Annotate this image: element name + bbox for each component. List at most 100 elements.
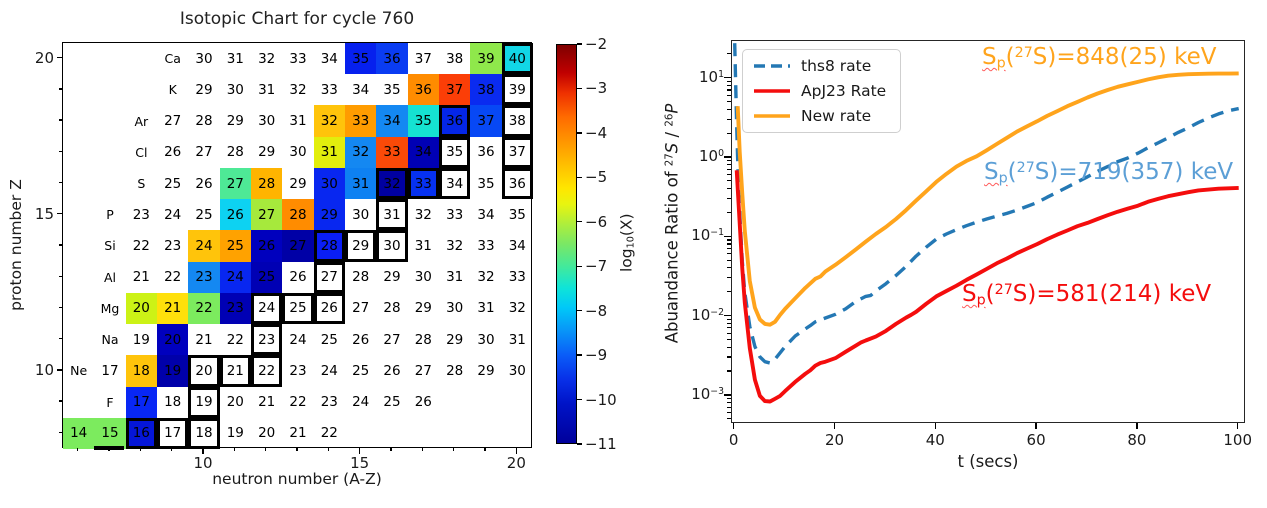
isotopic-chart-title: Isotopic Chart for cycle 760 bbox=[179, 9, 415, 29]
y-minor-tick bbox=[727, 332, 731, 334]
isotope-cell: 29 bbox=[383, 269, 401, 286]
y-minor-tick bbox=[727, 397, 731, 400]
y-minor-tick bbox=[727, 401, 731, 404]
isotope-cell: 33 bbox=[376, 136, 408, 168]
isotope-cell: 27 bbox=[352, 300, 370, 317]
colorbar-tick bbox=[577, 176, 582, 179]
isotope-cell: 17 bbox=[101, 362, 119, 379]
isotope-cell: 22 bbox=[251, 355, 282, 386]
isotope-cell: 16 bbox=[125, 417, 157, 449]
isotope-cell: 29 bbox=[345, 230, 376, 261]
isotope-cell: 31 bbox=[289, 113, 307, 130]
x-tick bbox=[1136, 423, 1138, 429]
y-minor-tick bbox=[727, 267, 731, 269]
x-tick bbox=[1237, 423, 1239, 429]
ratio-curves bbox=[733, 43, 1240, 404]
y-minor-tick bbox=[727, 108, 731, 110]
isotope-cell: 31 bbox=[477, 300, 495, 317]
isotope-cell: 15 bbox=[94, 417, 126, 449]
isotope-cell: 31 bbox=[376, 199, 407, 230]
isotope-cell: 33 bbox=[289, 50, 307, 67]
isotope-cell: 35 bbox=[407, 105, 439, 137]
y-minor-tick bbox=[727, 411, 731, 414]
y-tick-label: 101 bbox=[698, 67, 724, 86]
element-symbol: Ca bbox=[164, 51, 181, 67]
isotope-cell: 23 bbox=[188, 261, 220, 293]
legend-label: ApJ23 Rate bbox=[801, 82, 887, 100]
x-tick bbox=[484, 448, 486, 451]
isotope-cell: 29 bbox=[477, 362, 495, 379]
colorbar-tick-label: −7 bbox=[585, 257, 608, 276]
colorbar-tick-label: −6 bbox=[585, 212, 608, 231]
isotope-cell: 19 bbox=[226, 425, 244, 442]
isotope-cell: 36 bbox=[502, 168, 533, 199]
isotope-cell: 24 bbox=[289, 331, 307, 348]
legend-line-sample bbox=[754, 64, 790, 68]
isotope-cell: 19 bbox=[132, 331, 150, 348]
x-tick bbox=[515, 448, 518, 454]
isotopic-chart-plot: Ca 30 31 32 33 34 35 36 37 38 39 40 K 29 30 31 32 33 34 35 3… bbox=[62, 42, 533, 449]
y-tick bbox=[59, 181, 62, 184]
y-minor-tick bbox=[727, 160, 731, 162]
y-tick bbox=[724, 314, 731, 317]
isotope-cell: 39 bbox=[470, 43, 502, 75]
isotope-cell: 30 bbox=[477, 331, 495, 348]
colorbar-tick-label: −8 bbox=[585, 301, 608, 320]
y-tick-label: 15 bbox=[34, 204, 54, 223]
isotope-cell: 24 bbox=[251, 293, 282, 324]
isotope-cell: 25 bbox=[352, 362, 370, 379]
x-tick-label: 10 bbox=[193, 454, 213, 472]
isotope-cell: 29 bbox=[289, 175, 307, 192]
ratio-x-axis-label: t (secs) bbox=[957, 452, 1019, 471]
isotope-cell: 32 bbox=[414, 206, 432, 223]
isotope-cell: 27 bbox=[219, 167, 251, 200]
element-symbol: Si bbox=[104, 238, 116, 254]
isotope-cell: 23 bbox=[219, 292, 251, 325]
x-tick bbox=[452, 448, 455, 451]
y-tick bbox=[56, 56, 62, 59]
y-minor-tick bbox=[727, 100, 731, 103]
legend-item: New rate bbox=[753, 107, 886, 125]
isotope-cell: 23 bbox=[251, 324, 282, 355]
legend-label: ths8 rate bbox=[801, 57, 872, 75]
colorbar-tick bbox=[577, 265, 582, 267]
x-tick bbox=[733, 423, 735, 429]
isotope-cell: 37 bbox=[470, 105, 502, 137]
isotope-cell: 32 bbox=[508, 300, 526, 317]
isotope-cell: 18 bbox=[164, 394, 182, 411]
element-symbol: Al bbox=[103, 269, 116, 285]
isotope-cell: 32 bbox=[289, 81, 307, 98]
isotope-cell: 36 bbox=[407, 74, 439, 106]
y-minor-tick bbox=[727, 197, 731, 200]
y-minor-tick bbox=[727, 259, 731, 261]
isotope-cell: 27 bbox=[383, 331, 401, 348]
isotope-cell: 27 bbox=[314, 262, 345, 293]
isotope-cell: 27 bbox=[282, 230, 314, 262]
isotope-cell: 24 bbox=[320, 362, 338, 379]
isotope-cell: 30 bbox=[352, 206, 370, 223]
isotope-cell: 30 bbox=[508, 362, 526, 379]
isotope-cell: 35 bbox=[439, 137, 470, 168]
isotope-cell: 35 bbox=[345, 43, 377, 75]
isotope-cell: 32 bbox=[446, 237, 464, 254]
y-minor-tick bbox=[727, 338, 731, 341]
isotope-cell: 22 bbox=[320, 425, 338, 442]
isotope-cell: 39 bbox=[502, 74, 533, 105]
isotope-cell: 17 bbox=[125, 386, 157, 418]
colorbar-tick-label: −3 bbox=[585, 79, 608, 98]
y-minor-tick bbox=[727, 243, 731, 245]
x-tick bbox=[833, 423, 836, 429]
y-tick bbox=[724, 235, 731, 237]
isotope-cell: 31 bbox=[508, 331, 526, 348]
isotope-cell: 32 bbox=[258, 50, 276, 67]
isotope-cell: 25 bbox=[282, 293, 313, 324]
isotope-cell: 37 bbox=[502, 137, 533, 168]
y-tick bbox=[56, 369, 62, 371]
x-tick bbox=[358, 448, 361, 454]
x-tick bbox=[202, 448, 204, 454]
isotope-cell: 28 bbox=[195, 113, 213, 130]
colorbar-tick-label: −4 bbox=[585, 123, 608, 142]
isotope-cell: 34 bbox=[477, 206, 495, 223]
isotope-cell: 24 bbox=[188, 230, 220, 262]
isotope-cell: 22 bbox=[188, 292, 220, 325]
